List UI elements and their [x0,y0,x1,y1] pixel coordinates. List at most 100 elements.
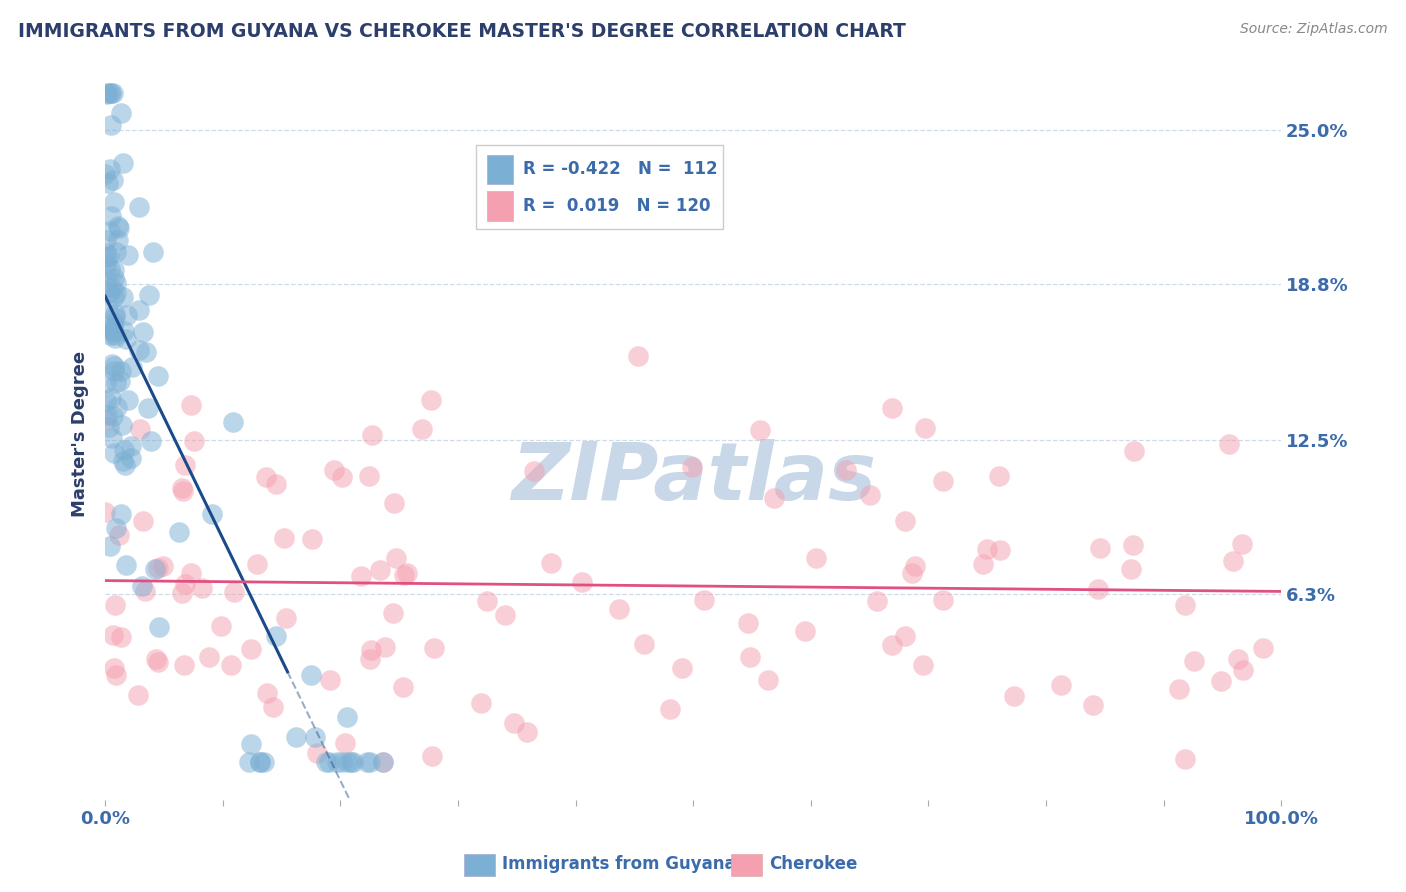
Point [1087,582,1109,597]
Text: Cherokee: Cherokee [769,855,858,873]
Point [131,579,153,593]
Point [96,87,118,101]
Point [252,756,274,770]
Point [301,532,323,546]
Point [120,439,142,453]
Point [117,392,139,407]
Point [516,725,538,739]
Point [97,176,120,190]
Point [972,557,994,571]
Point [103,409,125,424]
Point [115,332,138,346]
Point [148,368,170,383]
Point [336,710,359,724]
Text: R =  0.019   N = 120: R = 0.019 N = 120 [523,197,710,215]
Point [100,321,122,335]
Point [318,756,340,770]
Point [1122,538,1144,552]
Point [94,504,117,518]
Point [894,515,917,529]
Point [145,651,167,665]
Text: Immigrants from Guyana: Immigrants from Guyana [502,855,735,873]
Point [114,458,136,472]
Point [804,550,827,565]
Point [101,173,124,187]
Point [423,641,446,656]
Point [173,658,195,673]
Point [174,458,197,472]
Point [420,393,443,408]
Point [373,756,395,770]
Point [763,491,786,505]
Point [326,756,349,770]
Point [658,702,681,716]
Point [494,607,516,622]
Point [146,561,169,575]
Point [571,574,593,589]
Point [1182,654,1205,668]
Point [148,620,170,634]
Point [758,673,780,687]
Point [360,643,382,657]
Point [100,539,122,553]
Y-axis label: Master's Degree: Master's Degree [72,351,89,517]
Point [859,488,882,502]
Point [111,156,134,170]
Point [135,345,157,359]
Point [381,606,404,620]
Point [96,413,118,427]
Point [101,431,124,445]
Point [264,476,287,491]
Point [104,328,127,343]
Point [101,325,124,339]
Point [101,319,124,334]
Point [249,756,271,770]
Point [262,700,284,714]
Point [209,619,232,633]
Point [395,566,418,581]
Point [932,593,955,607]
Point [523,464,546,478]
Point [103,271,125,285]
Point [98,162,121,177]
Point [315,756,337,770]
Point [108,528,131,542]
Point [1121,562,1143,576]
Point [360,428,382,442]
Point [374,640,396,654]
Point [148,655,170,669]
Point [112,454,135,468]
Point [101,323,124,337]
Point [976,541,998,556]
Point [94,168,117,182]
Point [105,521,128,535]
Point [117,248,139,262]
Point [322,463,344,477]
Point [103,359,125,373]
Point [880,401,903,415]
Point [103,194,125,209]
Point [110,630,132,644]
FancyBboxPatch shape [488,155,513,184]
Point [835,463,858,477]
FancyBboxPatch shape [475,145,723,229]
Point [173,576,195,591]
Point [108,221,131,235]
Point [475,594,498,608]
Point [141,244,163,259]
Point [368,563,391,577]
Point [101,628,124,642]
Point [107,219,129,234]
Point [249,756,271,770]
Point [100,118,122,132]
Point [240,737,263,751]
Point [904,559,927,574]
Point [240,642,263,657]
Point [382,496,405,510]
Point [132,514,155,528]
Point [1002,689,1025,703]
Point [136,401,159,415]
Point [357,469,380,483]
Point [893,629,915,643]
Point [394,568,416,582]
